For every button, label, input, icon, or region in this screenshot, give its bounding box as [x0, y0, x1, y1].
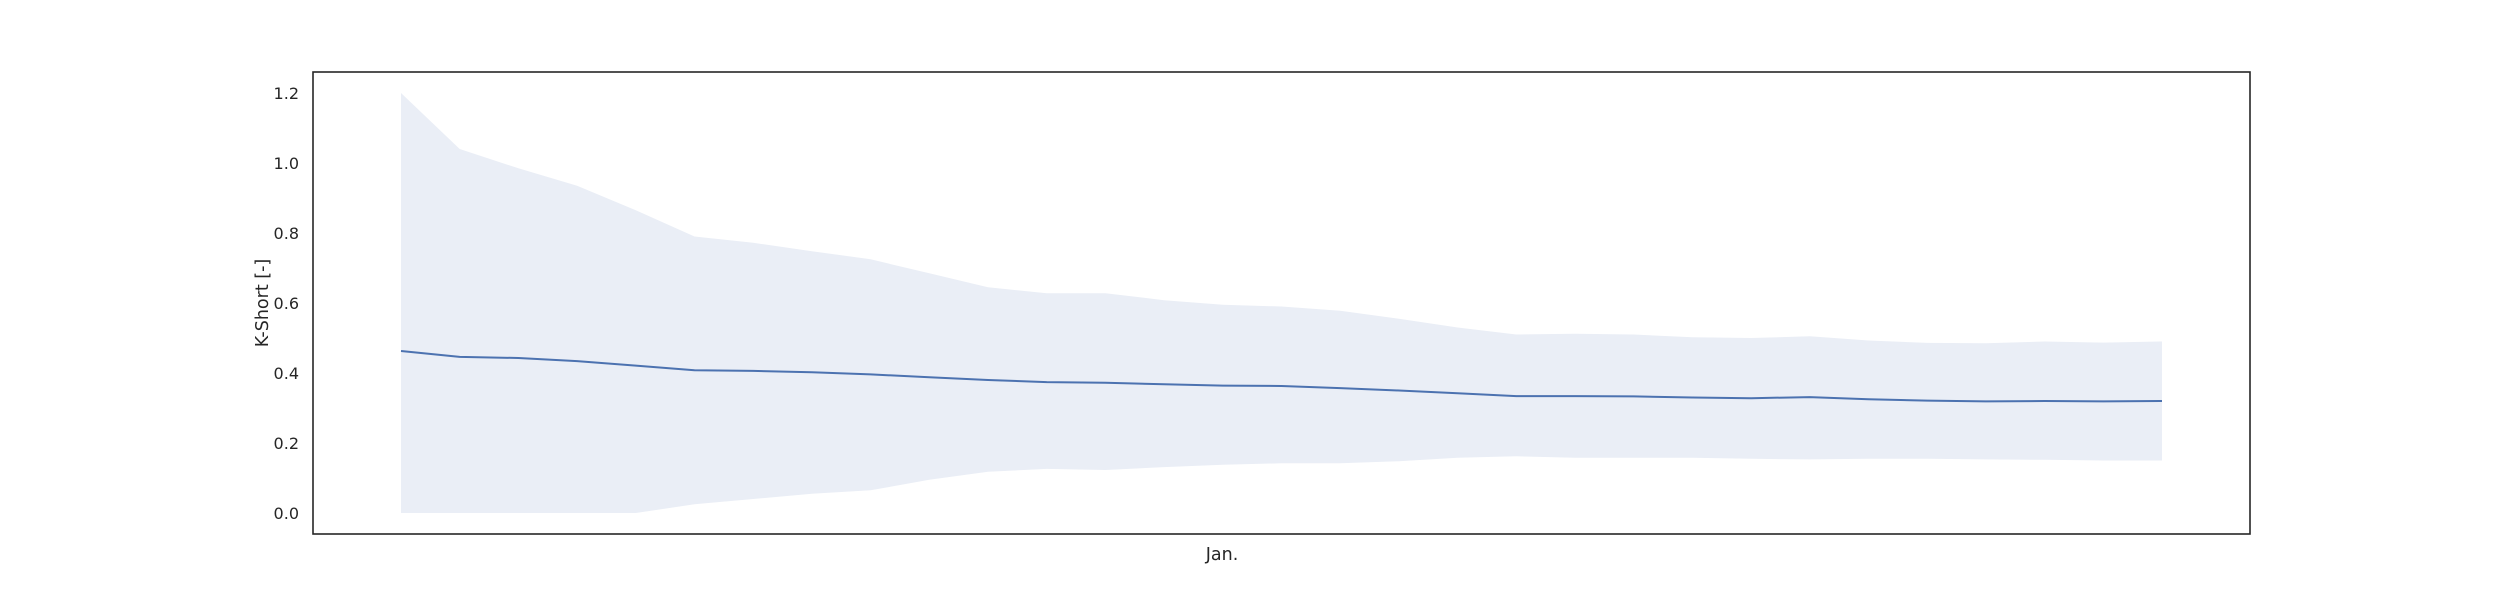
confidence-band	[401, 93, 2162, 513]
y-tick-label: 0.2	[274, 434, 299, 453]
y-axis-label: K-Short [-]	[253, 259, 273, 347]
y-tick-label: 0.4	[274, 364, 299, 383]
y-tick-label: 1.2	[274, 84, 299, 103]
y-tick-label: 0.8	[274, 224, 299, 243]
plot-area	[400, 93, 2163, 513]
y-tick-label: 0.6	[274, 294, 299, 313]
plot-frame	[312, 71, 2251, 535]
y-tick-label: 0.0	[274, 504, 299, 523]
y-axis-ticks: 0.0 0.2 0.4 0.6 0.8 1.0 1.2	[274, 84, 299, 523]
x-axis-label: Jan.	[1205, 545, 1239, 565]
y-tick-label: 1.0	[274, 154, 299, 173]
series-line-0	[400, 350, 2163, 403]
